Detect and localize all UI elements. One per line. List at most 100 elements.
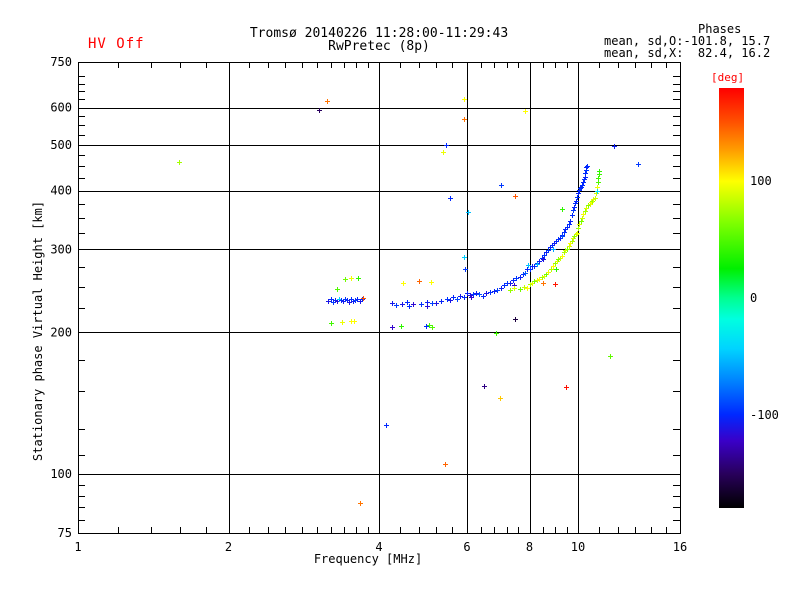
data-point — [537, 277, 542, 282]
data-point — [448, 298, 453, 303]
data-point — [358, 501, 363, 506]
data-point — [546, 248, 551, 253]
data-point — [335, 287, 340, 292]
phases-mean-sd-x: mean, sd,X: 82.4, 16.2 — [604, 46, 771, 60]
data-point — [445, 297, 450, 302]
data-point — [444, 143, 449, 148]
data-point — [575, 195, 580, 200]
data-point — [578, 186, 583, 191]
svg-text:75: 75 — [58, 526, 72, 540]
data-point — [570, 213, 575, 218]
data-point — [595, 189, 600, 194]
data-point — [583, 209, 588, 214]
data-point — [535, 262, 540, 267]
data-point — [577, 222, 582, 227]
data-point — [495, 288, 500, 293]
data-point — [565, 225, 570, 230]
data-point — [481, 294, 486, 299]
data-point — [583, 171, 588, 176]
series-scattered-echoes — [177, 97, 641, 506]
data-point — [439, 299, 444, 304]
colorbar-tick-100: 100 — [750, 174, 772, 189]
data-point — [463, 267, 468, 272]
svg-text:200: 200 — [50, 325, 72, 339]
data-point — [564, 385, 569, 390]
data-point — [508, 288, 513, 293]
series-f-trace-o-mode — [390, 164, 590, 309]
data-point — [177, 160, 182, 165]
data-point — [356, 276, 361, 281]
data-point — [405, 300, 410, 305]
data-point — [347, 300, 352, 305]
data-point — [419, 302, 424, 307]
data-point — [537, 259, 542, 264]
data-point — [326, 299, 331, 304]
data-point — [584, 165, 589, 170]
svg-text:1: 1 — [74, 540, 81, 554]
data-point — [523, 271, 528, 276]
data-point — [579, 219, 584, 224]
data-point — [499, 286, 504, 291]
data-point — [568, 219, 573, 224]
data-point — [567, 222, 572, 227]
data-point — [399, 324, 404, 329]
colorbar-tick--100: -100 — [750, 407, 779, 422]
data-point — [329, 321, 334, 326]
data-point — [429, 280, 434, 285]
data-point — [528, 267, 533, 272]
svg-text:300: 300 — [50, 242, 72, 256]
data-point — [575, 231, 580, 236]
data-point — [400, 302, 405, 307]
data-point — [427, 323, 432, 328]
data-point — [576, 191, 581, 196]
data-point — [518, 287, 523, 292]
svg-text:10: 10 — [571, 540, 585, 554]
data-point — [424, 324, 429, 329]
colorbar-tick-0: 0 — [750, 291, 758, 305]
data-point — [443, 462, 448, 467]
svg-text:16: 16 — [673, 540, 687, 554]
data-point — [411, 302, 416, 307]
data-point — [574, 199, 579, 204]
data-point — [474, 291, 479, 296]
data-point — [580, 216, 585, 221]
data-point — [441, 150, 446, 155]
data-point — [492, 289, 497, 294]
data-point — [596, 176, 601, 181]
data-point — [482, 384, 487, 389]
data-point — [541, 281, 546, 286]
data-point — [580, 183, 585, 188]
data-point — [525, 286, 530, 291]
series-f-trace-x-mode — [508, 169, 602, 293]
data-point — [593, 196, 598, 201]
svg-text:8: 8 — [526, 540, 533, 554]
data-point — [636, 162, 641, 167]
data-point — [518, 275, 523, 280]
data-point — [465, 291, 470, 296]
data-point — [469, 295, 474, 300]
data-point — [462, 255, 467, 260]
svg-text:600: 600 — [50, 101, 72, 115]
data-point — [542, 253, 547, 258]
data-point — [499, 183, 504, 188]
data-point — [551, 247, 556, 252]
data-point — [390, 325, 395, 330]
x-axis-label: Frequency [MHz] — [313, 552, 423, 566]
data-point — [425, 304, 430, 309]
data-point — [526, 263, 531, 268]
gridlines — [78, 62, 680, 533]
data-point — [352, 319, 357, 324]
data-point — [585, 164, 590, 169]
data-point — [567, 244, 572, 249]
data-point — [462, 117, 467, 122]
data-point — [390, 301, 395, 306]
data-point — [494, 331, 499, 336]
data-point — [462, 295, 467, 300]
data-point — [597, 169, 602, 174]
data-point — [546, 270, 551, 275]
svg-text:4: 4 — [375, 540, 382, 554]
data-point — [511, 278, 516, 283]
data-point — [570, 239, 575, 244]
